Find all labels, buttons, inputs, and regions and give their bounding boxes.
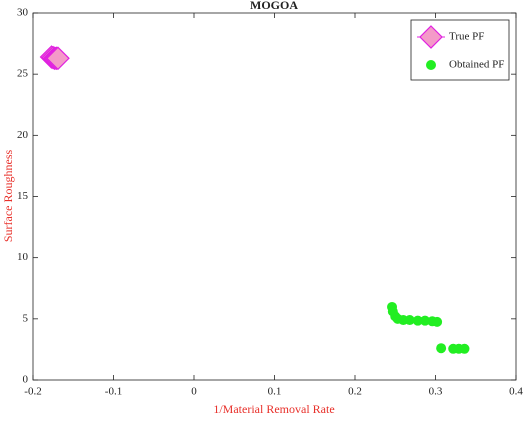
x-tick-label: -0.1: [105, 386, 122, 398]
y-tick-label: 15: [17, 190, 29, 202]
chart-title: MOGOA: [250, 0, 298, 12]
y-tick-label: 0: [23, 374, 29, 386]
diamond-marker: [46, 46, 70, 71]
legend-marker: [419, 25, 443, 49]
circle-marker: [459, 343, 470, 354]
circle-marker: [436, 343, 447, 354]
y-tick-label: 30: [17, 7, 29, 19]
legend-label: True PF: [449, 31, 484, 43]
y-tick-label: 5: [23, 312, 29, 324]
x-tick-label: 0.3: [429, 386, 443, 398]
x-tick-label: -0.2: [24, 386, 41, 398]
x-axis-label: 1/Material Removal Rate: [213, 402, 334, 416]
y-tick-label: 10: [17, 251, 29, 263]
legend-label: Obtained PF: [449, 59, 504, 71]
legend-box: [410, 19, 510, 81]
y-tick-label: 20: [17, 129, 29, 141]
x-tick-label: 0.4: [509, 386, 523, 398]
x-tick-label: 0: [191, 386, 197, 398]
legend-marker: [426, 60, 436, 70]
x-tick-label: 0.2: [348, 386, 362, 398]
circle-marker: [432, 316, 443, 327]
y-axis-label: Surface Roughness: [1, 150, 15, 243]
x-tick-label: 0.1: [268, 386, 282, 398]
y-tick-label: 25: [17, 68, 29, 80]
